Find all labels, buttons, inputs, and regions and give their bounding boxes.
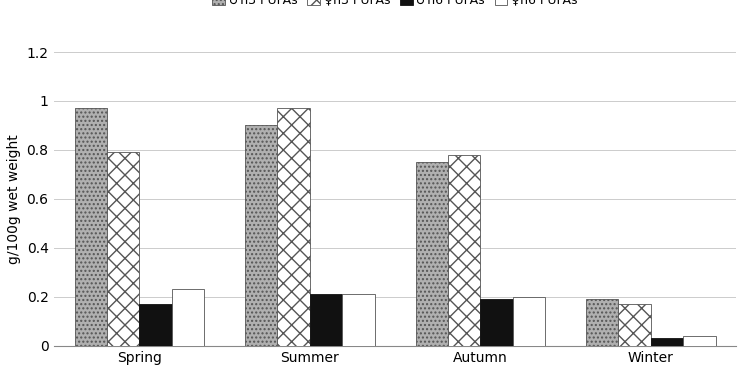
Bar (277, 108, 310, 346)
Bar (245, 125, 277, 346)
Bar (172, 289, 204, 346)
Y-axis label: g/100g wet weight: g/100g wet weight (7, 134, 21, 264)
Bar (448, 155, 480, 346)
Bar (74, 108, 107, 346)
Bar (343, 294, 374, 346)
Bar (310, 294, 343, 346)
Bar (684, 336, 716, 346)
Bar (415, 162, 448, 346)
Bar (139, 304, 172, 346)
Bar (651, 338, 684, 346)
Bar (586, 299, 618, 346)
Bar (513, 296, 545, 346)
Bar (107, 152, 139, 346)
Bar (618, 304, 651, 346)
Bar (480, 299, 513, 346)
Legend: ♂n3 PUFAs, ♀n3 PUFAs, ♂n6 PUFAs, ♀n6 PUFAs: ♂n3 PUFAs, ♀n3 PUFAs, ♂n6 PUFAs, ♀n6 PUF… (212, 0, 577, 7)
